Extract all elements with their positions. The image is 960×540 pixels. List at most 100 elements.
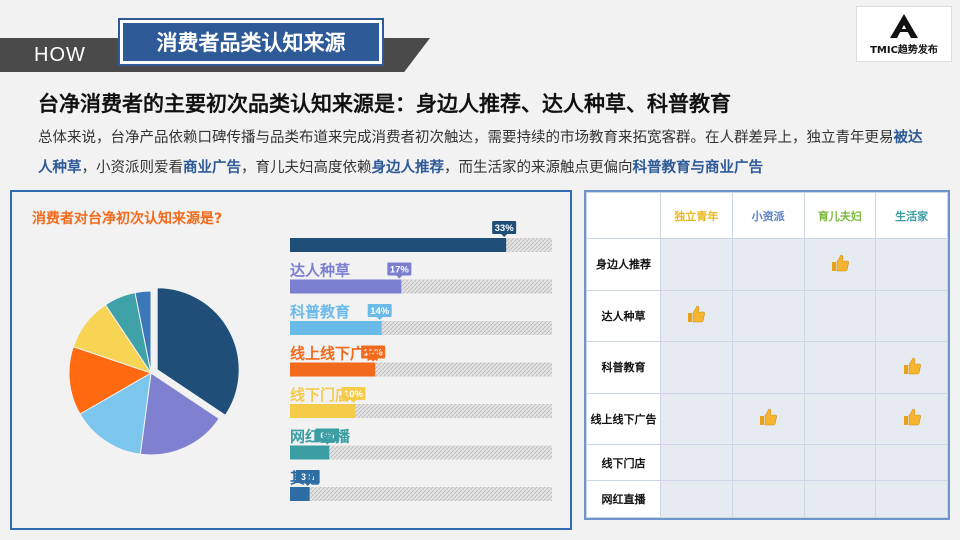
value-label: 10% xyxy=(344,389,364,400)
value-label-tag xyxy=(315,428,340,442)
bar xyxy=(290,487,310,501)
value-label: 13% xyxy=(364,348,384,359)
value-label-tag xyxy=(367,304,392,317)
thumbs-up-icon xyxy=(831,254,849,272)
value-label-pointer xyxy=(324,441,331,445)
thumbs-up-icon xyxy=(760,408,778,426)
thumbs-up-icon xyxy=(688,305,706,323)
value-label: 33% xyxy=(495,223,515,234)
highlight-text: 身边人推荐 xyxy=(371,160,445,176)
value-label: 17% xyxy=(390,265,410,276)
paragraph-text: ，小资派则爱看 xyxy=(81,160,184,176)
thumbs-up-icon xyxy=(903,357,921,375)
matrix-cell xyxy=(875,443,948,482)
value-label-pointer xyxy=(501,234,508,237)
row-label: 线下门店 xyxy=(586,443,661,482)
logo-text: TMIC趋势发布 xyxy=(870,44,938,56)
paragraph-text: ，而生活家的来源触点更偏向 xyxy=(444,160,633,176)
pie-slice xyxy=(134,290,152,374)
matrix-cell xyxy=(731,392,805,445)
matrix-row: 网红直播 xyxy=(586,480,948,518)
matrix-cell xyxy=(875,238,948,291)
value-label: 3% xyxy=(301,472,315,483)
matrix-cell xyxy=(660,341,733,394)
value-label-tag xyxy=(361,345,386,359)
segment-matrix: 独立青年 小资派 育儿夫妇 生活家 身边人推荐 达人种草 科普教育 线上线下广告 线下门店 网红直… xyxy=(586,192,948,518)
summary-paragraph: 总体来说，台净产品依赖口碑传播与品类布道来完成消费者初次触达，需要持续的市场教育… xyxy=(38,123,928,183)
bar-track xyxy=(290,487,552,501)
matrix-cell xyxy=(660,238,733,291)
value-label-tag xyxy=(295,470,320,483)
segment-matrix-panel: 独立青年 小资派 育儿夫妇 生活家 身边人推荐 达人种草 科普教育 线上线下广告 线下门店 网红直… xyxy=(584,190,950,520)
matrix-corner xyxy=(586,192,661,239)
bar xyxy=(290,279,402,294)
category-label: 网红直播 xyxy=(290,428,351,446)
matrix-cell xyxy=(660,480,733,518)
pie-slice xyxy=(139,372,220,456)
matrix-cell xyxy=(731,341,805,394)
how-label: HOW xyxy=(34,44,86,66)
matrix-cell xyxy=(660,443,733,482)
row-label: 网红直播 xyxy=(586,480,661,518)
brand-logo: TMIC趋势发布 xyxy=(856,6,952,62)
bar xyxy=(290,404,356,418)
matrix-cell xyxy=(875,341,948,394)
row-label: 线上线下广告 xyxy=(586,392,661,445)
value-label-tag xyxy=(341,387,366,400)
matrix-cell xyxy=(803,480,877,518)
value-label-pointer xyxy=(396,275,403,279)
section-title: 消费者品类认知来源 xyxy=(120,20,382,64)
highlight-text: 科普教育与商业广告 xyxy=(632,160,764,176)
value-label-tag xyxy=(492,221,517,234)
matrix-cell xyxy=(660,392,733,445)
matrix-row: 达人种草 xyxy=(586,289,948,342)
matrix-row: 身边人推荐 xyxy=(586,238,948,291)
bar xyxy=(290,445,330,460)
bar-track xyxy=(290,445,552,460)
bar xyxy=(290,362,376,377)
pie-chart xyxy=(68,287,240,456)
thumbs-up-icon xyxy=(903,408,921,426)
value-label-tag xyxy=(387,262,412,276)
value-label: 6% xyxy=(320,431,334,442)
value-label-pointer xyxy=(304,483,311,486)
pie-slice xyxy=(68,346,153,415)
value-label-pointer xyxy=(370,358,377,362)
chart-panel: 消费者对台净初次认知来源是? 33% 17% 达人种草 14% 科普教育 13% 线上线下广… xyxy=(10,190,572,530)
chart-title: 消费者对台净初次认知来源是? xyxy=(32,211,223,227)
matrix-row: 线下门店 xyxy=(586,443,948,482)
row-label: 达人种草 xyxy=(586,289,661,342)
matrix-cell xyxy=(731,238,805,291)
bar xyxy=(290,238,507,252)
matrix-cell xyxy=(660,289,733,342)
matrix-cell xyxy=(803,238,877,291)
matrix-cell xyxy=(803,341,877,394)
matrix-row: 科普教育 xyxy=(586,341,948,394)
row-label: 科普教育 xyxy=(586,341,661,394)
matrix-row: 线上线下广告 xyxy=(586,392,948,445)
matrix-cell xyxy=(731,443,805,482)
category-label: 线下门店 xyxy=(290,386,350,404)
category-label: 科普教育 xyxy=(290,303,350,321)
value-label: 14% xyxy=(370,306,390,317)
matrix-cell xyxy=(875,289,948,342)
matrix-cell xyxy=(731,289,805,342)
bar xyxy=(290,321,382,335)
paragraph-text: 总体来说，台净产品依赖口碑传播与品类布道来完成消费者初次触达，需要持续的市场教育… xyxy=(38,130,894,146)
matrix-cell xyxy=(875,480,948,518)
matrix-cell xyxy=(875,392,948,445)
matrix-cell xyxy=(731,480,805,518)
paragraph-text: ，育儿夫妇高度依赖 xyxy=(241,160,372,176)
headline: 台净消费者的主要初次品类认知来源是：身边人推荐、达人种草、科普教育 xyxy=(38,92,731,116)
matrix-cell xyxy=(803,443,877,482)
value-label-pointer xyxy=(350,400,357,403)
category-label: 线上线下广告 xyxy=(290,345,380,363)
matrix-cell xyxy=(803,289,877,342)
column-header: 独立青年 xyxy=(660,192,733,239)
matrix-cell xyxy=(803,392,877,445)
bar-chart: 33% 17% 达人种草 14% 科普教育 13%线上线下广告 10%线下门店 6%网红直播 3… xyxy=(290,221,552,501)
value-label-pointer xyxy=(376,317,383,320)
column-header: 小资派 xyxy=(731,192,805,239)
category-label: 其他 xyxy=(290,469,320,487)
highlight-text: 商业广告 xyxy=(183,160,241,176)
